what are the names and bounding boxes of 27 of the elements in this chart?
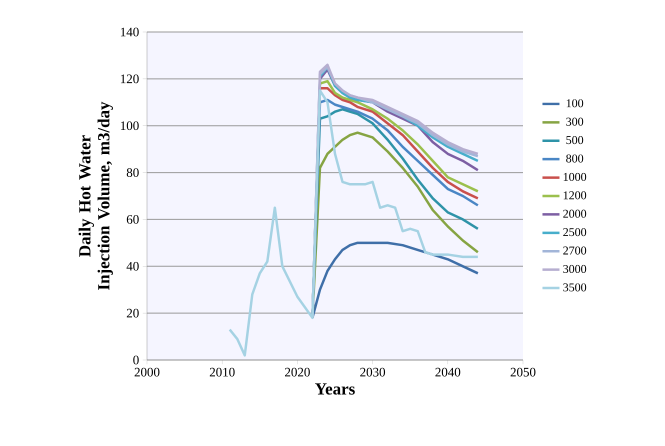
y-tick-label: 20 <box>126 308 139 318</box>
legend-label: 500 <box>566 136 584 144</box>
y-tick-label: 80 <box>126 168 139 177</box>
legend-label: 3000 <box>563 264 586 273</box>
y-tick-label: 100 <box>120 121 139 130</box>
x-axis-title: Years <box>315 383 355 395</box>
legend-label: 800 <box>566 154 584 163</box>
y-tick-label: 140 <box>120 28 139 36</box>
legend-label: 2000 <box>563 210 586 218</box>
x-tick-label: 2010 <box>210 368 235 377</box>
legend-label: 100 <box>566 99 584 108</box>
legend-label: 300 <box>566 118 584 126</box>
legend-label: 2500 <box>563 228 586 236</box>
y-tick-label: 40 <box>126 262 139 271</box>
legend-label: 1000 <box>564 172 586 181</box>
x-tick-label: 2000 <box>134 368 160 377</box>
x-tick-label: 2040 <box>435 368 460 377</box>
x-tick-label: 2030 <box>360 368 386 377</box>
y-tick-label: 0 <box>133 356 139 364</box>
x-tick-label: 2020 <box>285 368 310 377</box>
legend-label: 1200 <box>564 191 586 200</box>
x-tick-label: 2050 <box>510 368 536 377</box>
y-tick-label: 120 <box>120 74 139 84</box>
legend-label: 3500 <box>563 283 586 292</box>
y-tick-label: 60 <box>126 215 139 224</box>
y-axis-title: Daily Hot Water Injection Volume, m3/day <box>78 102 113 290</box>
legend-label: 2700 <box>563 246 586 255</box>
